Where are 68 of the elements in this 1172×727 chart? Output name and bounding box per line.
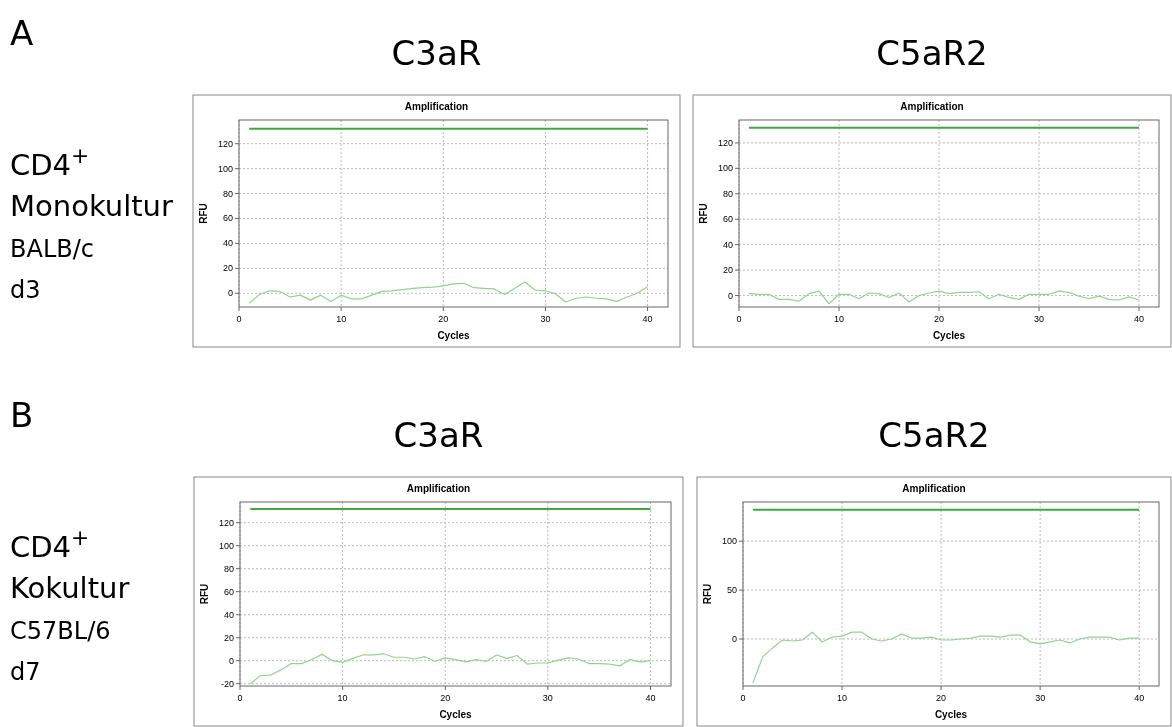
x-axis-title: Cycles — [439, 709, 473, 720]
x-axis-title: Cycles — [437, 330, 471, 341]
y-tick-label: 50 — [726, 585, 737, 596]
y-tick-label: 20 — [223, 632, 234, 643]
y-tick-label: 80 — [722, 188, 733, 199]
y-tick-label: 100 — [217, 163, 233, 174]
text: CD4$^{+}$ Monokultur BALB/c d3 — [10, 142, 173, 304]
y-tick-label: 80 — [222, 188, 233, 199]
y-tick-label: 100 — [721, 536, 737, 547]
x-tick-label: 0 — [740, 693, 746, 703]
y-tick-label: 20 — [222, 263, 233, 274]
y-tick-label: 40 — [722, 239, 733, 250]
y-tick-label: 20 — [722, 265, 733, 276]
y-tick-label: 0 — [731, 634, 737, 645]
y-tick-label: 40 — [222, 238, 233, 249]
line-series — [752, 631, 1140, 684]
x-tick-label: 30 — [1035, 693, 1046, 703]
x-tick-label: 20 — [936, 693, 947, 703]
x-tick-label: 10 — [833, 314, 845, 324]
y-axis-title: RFU — [698, 203, 709, 224]
y-tick-label: 0 — [228, 655, 234, 666]
chart-subtitle: C5aR2 — [876, 33, 988, 73]
x-tick-label: 30 — [1033, 314, 1045, 324]
y-tick-label: 100 — [218, 540, 234, 551]
x-tick-label: 10 — [837, 693, 848, 703]
x-tick-label: 10 — [337, 693, 348, 703]
x-tick-label: 20 — [440, 693, 451, 703]
x-tick-label: 40 — [645, 693, 656, 703]
chart-title: Amplification — [404, 101, 469, 112]
y-tick-label: 100 — [717, 163, 733, 174]
chart-title: Amplification — [406, 483, 471, 494]
x-tick-label: 30 — [542, 693, 553, 703]
y-tick-label: 0 — [727, 290, 733, 301]
x-tick-label: 10 — [336, 314, 347, 324]
y-axis-title: RFU — [198, 203, 209, 224]
x-tick-label: 0 — [237, 693, 243, 703]
line-series — [248, 281, 649, 304]
x-tick-label: 30 — [540, 314, 551, 324]
x-axis-title: Cycles — [932, 330, 966, 341]
y-tick-label: 60 — [222, 213, 233, 224]
text: A — [10, 13, 34, 53]
text: B — [10, 395, 34, 435]
x-tick-label: 0 — [236, 314, 242, 324]
y-tick-label: 60 — [223, 586, 234, 597]
y-axis-title: RFU — [199, 583, 210, 605]
chart-subtitle: C5aR2 — [878, 415, 990, 455]
y-tick-label: 120 — [218, 517, 234, 528]
chart-subtitle: C3aR — [391, 33, 482, 73]
x-tick-label: 40 — [1133, 314, 1145, 324]
chart-title: Amplification — [902, 483, 966, 494]
chart-title: Amplification — [900, 101, 964, 112]
y-axis-title: RFU — [702, 583, 713, 605]
x-axis-title: Cycles — [934, 709, 968, 720]
x-tick-label: 40 — [642, 314, 653, 324]
y-tick-label: 120 — [717, 137, 733, 148]
x-tick-label: 40 — [1134, 693, 1145, 703]
y-tick-label: 120 — [217, 138, 233, 149]
line-series — [748, 290, 1140, 305]
line-series — [249, 653, 652, 685]
y-tick-label: 60 — [722, 214, 733, 225]
x-tick-label: 20 — [438, 314, 449, 324]
y-tick-label: -20 — [220, 678, 234, 689]
y-tick-label: 40 — [223, 609, 234, 620]
text: CD4$^{+}$ Kokultur C57BL/6 d7 — [10, 524, 130, 686]
x-tick-label: 20 — [933, 314, 945, 324]
y-tick-label: 0 — [227, 288, 233, 299]
y-tick-label: 80 — [223, 563, 234, 574]
chart-subtitle: C3aR — [393, 415, 484, 455]
